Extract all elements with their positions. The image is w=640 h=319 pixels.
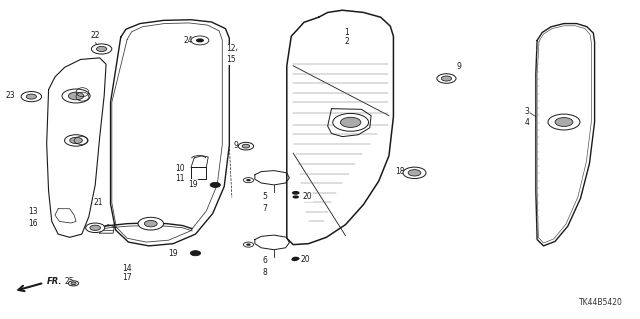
- Circle shape: [21, 92, 42, 102]
- Circle shape: [246, 243, 251, 246]
- Circle shape: [68, 281, 79, 286]
- Circle shape: [548, 114, 580, 130]
- Text: 20: 20: [301, 255, 310, 264]
- Circle shape: [68, 92, 84, 100]
- Text: 13: 13: [28, 207, 38, 216]
- Circle shape: [191, 36, 209, 45]
- Text: 3: 3: [525, 108, 529, 116]
- Text: 4: 4: [525, 117, 529, 127]
- Circle shape: [340, 117, 361, 127]
- Text: 19: 19: [188, 180, 197, 189]
- Circle shape: [65, 135, 88, 146]
- Circle shape: [437, 74, 456, 83]
- Circle shape: [190, 251, 200, 256]
- Text: 7: 7: [263, 204, 268, 213]
- Circle shape: [70, 137, 83, 144]
- Text: 9: 9: [457, 62, 461, 71]
- Text: 18: 18: [395, 167, 404, 176]
- Circle shape: [213, 184, 218, 186]
- Circle shape: [242, 144, 250, 148]
- Circle shape: [196, 38, 204, 42]
- Text: 20: 20: [302, 192, 312, 202]
- Circle shape: [292, 191, 300, 195]
- Text: 15: 15: [226, 55, 236, 64]
- Circle shape: [555, 118, 573, 126]
- Text: 10: 10: [175, 164, 184, 173]
- Circle shape: [193, 252, 198, 254]
- Text: 1: 1: [344, 28, 349, 37]
- Text: 14: 14: [122, 264, 132, 273]
- Text: 11: 11: [175, 174, 184, 183]
- Circle shape: [92, 44, 112, 54]
- Text: 9: 9: [234, 141, 238, 150]
- Circle shape: [90, 225, 100, 230]
- Text: FR.: FR.: [47, 277, 62, 286]
- Circle shape: [243, 242, 253, 247]
- Circle shape: [190, 251, 200, 256]
- Text: 25: 25: [65, 277, 74, 286]
- Text: 6: 6: [263, 256, 268, 265]
- Circle shape: [145, 220, 157, 227]
- Circle shape: [408, 170, 421, 176]
- Text: 16: 16: [28, 219, 38, 228]
- Text: 23: 23: [5, 91, 15, 100]
- Circle shape: [246, 179, 251, 181]
- Text: 17: 17: [122, 273, 132, 282]
- Circle shape: [26, 94, 36, 99]
- Text: TK44B5420: TK44B5420: [579, 298, 623, 307]
- Circle shape: [97, 47, 107, 51]
- Circle shape: [291, 258, 298, 261]
- Circle shape: [210, 182, 220, 188]
- Text: 24: 24: [184, 36, 193, 45]
- Circle shape: [238, 142, 253, 150]
- Text: 12: 12: [226, 44, 236, 54]
- Circle shape: [442, 76, 452, 81]
- Circle shape: [62, 89, 90, 103]
- Text: 21: 21: [93, 198, 103, 207]
- Circle shape: [292, 196, 299, 198]
- Circle shape: [243, 178, 253, 183]
- Circle shape: [292, 257, 300, 261]
- Text: 22: 22: [90, 31, 100, 41]
- Circle shape: [138, 217, 164, 230]
- Circle shape: [403, 167, 426, 179]
- Circle shape: [71, 282, 76, 285]
- Text: 8: 8: [263, 268, 268, 277]
- Text: 5: 5: [263, 191, 268, 201]
- Text: 2: 2: [344, 37, 349, 46]
- Circle shape: [210, 182, 220, 188]
- Circle shape: [86, 223, 105, 233]
- Text: 19: 19: [168, 249, 178, 258]
- Circle shape: [333, 114, 369, 131]
